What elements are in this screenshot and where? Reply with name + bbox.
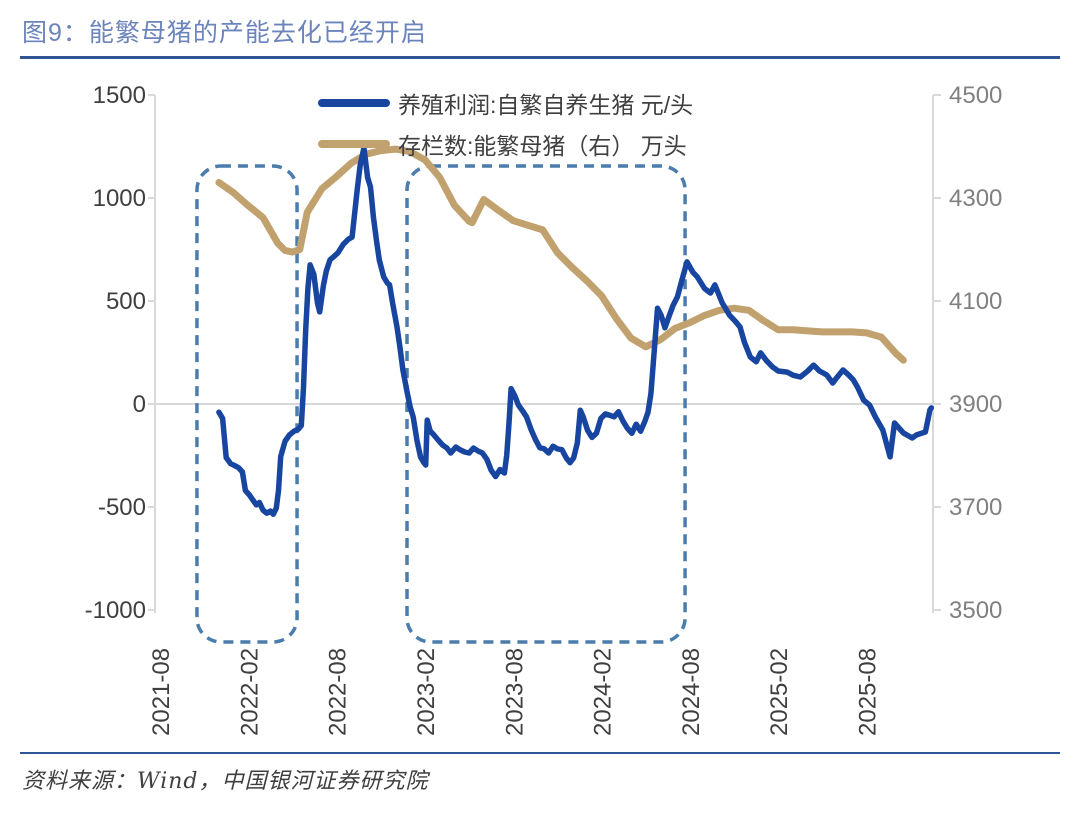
y-axis-label-right: 4100 xyxy=(949,288,1002,315)
x-axis-label: 2025-02 xyxy=(766,648,793,736)
x-axis-label: 2023-02 xyxy=(413,648,440,736)
chart-legend: 养殖利润:自繁自养生猪 元/头 存栏数:能繁母猪（右） 万头 xyxy=(318,86,693,161)
legend-label-sow-stock: 存栏数:能繁母猪（右） 万头 xyxy=(398,133,687,159)
y-axis-label-left: -1000 xyxy=(85,597,146,624)
legend-item-profit: 养殖利润:自繁自养生猪 元/头 xyxy=(318,86,693,120)
x-axis-label: 2023-08 xyxy=(501,648,528,736)
title-divider xyxy=(20,56,1060,59)
source-note: 资料来源：Wind，中国银河证券研究院 xyxy=(22,769,429,794)
sow-stock-line-swatch xyxy=(318,140,390,148)
y-axis-label-right: 3700 xyxy=(949,494,1002,521)
y-axis-label-left: -500 xyxy=(98,494,146,521)
y-axis-label-right: 3900 xyxy=(949,391,1002,418)
x-axis-label: 2021-08 xyxy=(148,648,175,736)
highlight-box-1 xyxy=(195,164,299,644)
profit-line xyxy=(216,145,935,517)
y-axis-label-left: 1000 xyxy=(93,185,146,212)
legend-item-sow-stock: 存栏数:能繁母猪（右） 万头 xyxy=(318,127,693,161)
profit-line-swatch xyxy=(318,99,390,107)
line-chart-plot: 1500 1000 500 0 -500 -1000 4500 4300 4100 3900 370… xyxy=(85,82,1003,736)
y-axis-label-right: 4500 xyxy=(949,82,1002,109)
x-axis-label: 2022-02 xyxy=(236,648,263,736)
x-axis-label: 2024-02 xyxy=(590,648,617,736)
y-axis-label-right: 4300 xyxy=(949,185,1002,212)
footer-divider xyxy=(20,752,1060,754)
y-axis-label-left: 1500 xyxy=(93,82,146,109)
y-axis-label-left: 500 xyxy=(106,288,146,315)
y-axis-label-left: 0 xyxy=(133,391,146,418)
y-axis-label-right: 3500 xyxy=(949,597,1002,624)
x-axis-label: 2024-08 xyxy=(678,648,705,736)
x-axis-label: 2022-08 xyxy=(325,648,352,736)
chart-area: 养殖利润:自繁自养生猪 元/头 存栏数:能繁母猪（右） 万头 1500 1000 5… xyxy=(0,70,1080,746)
x-axis-label: 2025-08 xyxy=(855,648,882,736)
sow-stock-line xyxy=(215,145,907,364)
figure-title: 图9：能繁母猪的产能去化已经开启 xyxy=(22,19,427,47)
legend-label-profit: 养殖利润:自繁自养生猪 元/头 xyxy=(398,92,694,118)
